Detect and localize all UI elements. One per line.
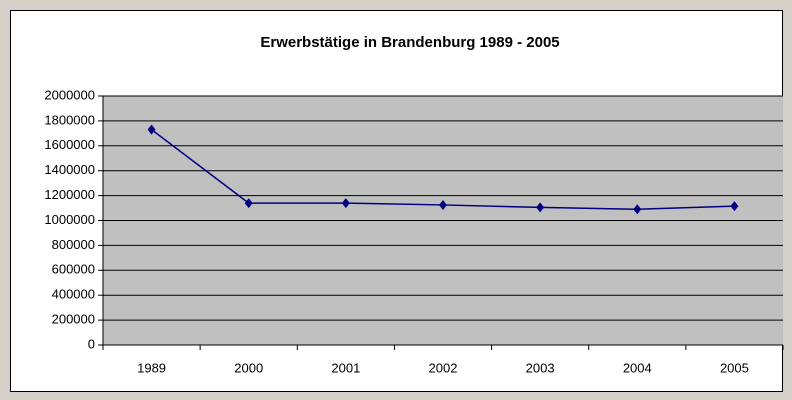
y-tick-label: 200000 [52, 312, 95, 327]
y-tick-label: 1400000 [44, 162, 95, 177]
y-tick-label: 400000 [52, 287, 95, 302]
data-point [244, 198, 253, 209]
y-tick-label: 0 [88, 336, 95, 351]
y-tick-label: 600000 [52, 262, 95, 277]
x-tick-label: 2001 [331, 360, 360, 375]
x-tick-label: 2004 [623, 360, 652, 375]
x-tick-label: 2003 [526, 360, 555, 375]
data-point [439, 199, 447, 210]
data-point [730, 201, 739, 212]
x-tick-label: 2000 [234, 360, 263, 375]
y-tick-label: 1000000 [44, 212, 95, 227]
x-tick-label: 1989 [137, 360, 166, 375]
data-point [147, 124, 156, 135]
x-tick-label: 2002 [429, 360, 458, 375]
y-tick-label: 1800000 [44, 112, 95, 127]
y-tick-label: 1200000 [44, 187, 95, 202]
data-point [633, 204, 642, 215]
x-tick-label: 2005 [720, 360, 749, 375]
data-point [536, 202, 545, 213]
y-tick-label: 2000000 [44, 87, 95, 102]
y-tick-label: 1600000 [44, 137, 95, 152]
chart-title: Erwerbstätige in Brandenburg 1989 - 2005 [260, 34, 559, 51]
data-point [341, 198, 350, 209]
y-tick-label: 800000 [52, 237, 95, 252]
